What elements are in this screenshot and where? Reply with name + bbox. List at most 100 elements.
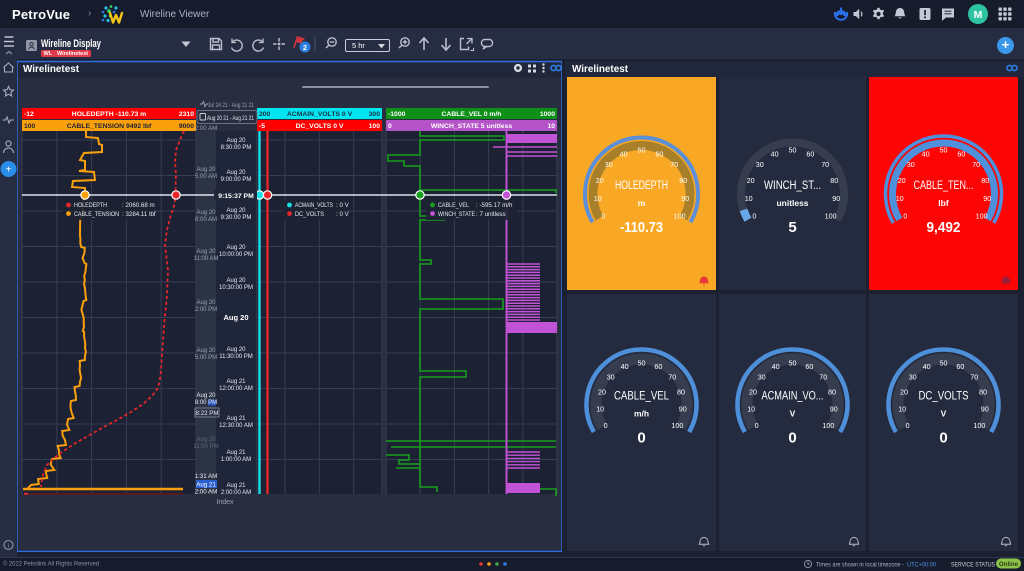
svg-text:: 7 unitless: : 7 unitless (476, 211, 506, 218)
svg-text:Index: Index (216, 499, 234, 506)
svg-text:40: 40 (772, 362, 780, 371)
svg-text:8:30:00 PM: 8:30:00 PM (221, 145, 252, 151)
svg-text:20: 20 (596, 176, 604, 185)
svg-text:WINCH_ST...: WINCH_ST... (764, 180, 821, 192)
svg-text:70: 70 (819, 372, 827, 381)
svg-text:100: 100 (24, 123, 36, 130)
svg-text:unitless: unitless (777, 198, 809, 208)
svg-text:HOLEDEPTH: HOLEDEPTH (74, 202, 107, 209)
svg-text:Aug 20: Aug 20 (226, 245, 246, 251)
svg-text:0: 0 (903, 212, 907, 221)
svg-text:Wirelinetest: Wirelinetest (572, 64, 629, 75)
svg-text:30: 30 (907, 160, 915, 169)
svg-text:Aug 20: Aug 20 (226, 347, 246, 353)
svg-text:9:30:00 PM: 9:30:00 PM (221, 215, 252, 221)
svg-text:8:00 PM: 8:00 PM (195, 400, 217, 406)
svg-text:Wirelinetest: Wirelinetest (23, 64, 80, 75)
svg-text:11:30:00 PM: 11:30:00 PM (219, 354, 253, 360)
svg-text:Aug 21: Aug 21 (196, 482, 216, 489)
svg-text:UTC+00:00: UTC+00:00 (907, 562, 936, 569)
svg-text:100: 100 (369, 123, 381, 130)
svg-text:: -595.17 m/h: : -595.17 m/h (476, 202, 513, 209)
svg-text:70: 70 (970, 372, 978, 381)
svg-text:0: 0 (637, 430, 645, 447)
svg-text:HOLEDEPTH: HOLEDEPTH (615, 180, 668, 192)
svg-text:M: M (974, 9, 983, 21)
svg-text:90: 90 (981, 404, 989, 413)
svg-text:80: 80 (981, 176, 989, 185)
svg-text:40: 40 (771, 149, 779, 158)
svg-text:-12: -12 (24, 111, 34, 118)
svg-text:2: 2 (303, 43, 307, 52)
svg-text:10: 10 (547, 123, 555, 130)
svg-text:Aug 21: Aug 21 (226, 379, 246, 385)
svg-text:9000: 9000 (179, 123, 194, 130)
svg-text:10:00:00 PM: 10:00:00 PM (219, 252, 253, 258)
svg-text:5:00 PM: 5:00 PM (195, 355, 217, 361)
svg-text:Aug 20: Aug 20 (196, 437, 216, 443)
svg-text:1:00:00 AM: 1:00:00 AM (221, 457, 251, 463)
svg-text:ACMAIN_VO...: ACMAIN_VO... (762, 391, 824, 403)
svg-text:60: 60 (805, 362, 813, 371)
svg-text:30: 30 (605, 160, 613, 169)
svg-text:100: 100 (976, 212, 988, 221)
svg-text:90: 90 (983, 194, 991, 203)
svg-text:90: 90 (681, 194, 689, 203)
svg-text:1000: 1000 (540, 111, 555, 118)
svg-text:50: 50 (940, 359, 948, 368)
svg-text:DC_VOLTS: DC_VOLTS (295, 211, 324, 218)
svg-text:10: 10 (745, 194, 753, 203)
svg-text:200: 200 (259, 111, 271, 118)
svg-text:10: 10 (896, 194, 904, 203)
svg-text:m/h: m/h (634, 409, 649, 419)
svg-text:WINCH_STATE 5 unitless: WINCH_STATE 5 unitless (431, 123, 513, 130)
svg-text:Aug 21: Aug 21 (226, 450, 246, 456)
svg-text:CABLE_VEL: CABLE_VEL (438, 202, 469, 209)
svg-text:50: 50 (940, 146, 948, 155)
svg-text:8:22 PM: 8:22 PM (195, 410, 218, 417)
svg-text:lbf: lbf (938, 198, 949, 208)
svg-text:5: 5 (788, 219, 796, 236)
svg-text:10: 10 (898, 404, 906, 413)
svg-text:20: 20 (749, 387, 757, 396)
svg-text:V: V (941, 409, 947, 419)
svg-text:0: 0 (939, 430, 947, 447)
svg-text:2:00 AM: 2:00 AM (195, 489, 218, 496)
svg-text:100: 100 (671, 421, 683, 430)
svg-text:CABLE_TENSION 9492 lbf: CABLE_TENSION 9492 lbf (67, 123, 152, 130)
svg-text:10: 10 (594, 194, 602, 203)
svg-text:Aug 20: Aug 20 (226, 138, 246, 144)
svg-text:80: 80 (828, 387, 836, 396)
svg-text:60: 60 (654, 362, 662, 371)
svg-text:90: 90 (679, 404, 687, 413)
svg-text:0: 0 (604, 421, 608, 430)
svg-text:50: 50 (638, 146, 646, 155)
svg-text:Online: Online (999, 561, 1018, 568)
svg-text:ACMAIN_VOLTS: ACMAIN_VOLTS (295, 202, 333, 209)
svg-text:Aug 20: Aug 20 (226, 278, 246, 284)
svg-text:30: 30 (909, 372, 917, 381)
svg-text:CABLE_VEL 0 m/h: CABLE_VEL 0 m/h (442, 111, 502, 118)
svg-text:20: 20 (900, 387, 908, 396)
svg-text:0: 0 (755, 421, 759, 430)
svg-text:70: 70 (668, 372, 676, 381)
svg-text:SERVICE STATUS: SERVICE STATUS (951, 562, 995, 569)
svg-text:0: 0 (601, 212, 605, 221)
svg-text:60: 60 (806, 149, 814, 158)
svg-text:8:00 AM: 8:00 AM (195, 217, 217, 223)
svg-text:2:00 AM: 2:00 AM (195, 125, 218, 132)
svg-text:300: 300 (369, 111, 381, 118)
svg-text:0: 0 (788, 430, 796, 447)
svg-text:70: 70 (821, 160, 829, 169)
svg-text:20: 20 (898, 176, 906, 185)
svg-text:Aug 20: Aug 20 (226, 170, 246, 176)
svg-text:: 3284.11 lbf: : 3284.11 lbf (122, 211, 156, 218)
svg-text:Aug 20: Aug 20 (196, 167, 216, 173)
svg-text:CABLE_VEL: CABLE_VEL (614, 391, 669, 403)
svg-text:Aug 20: Aug 20 (196, 249, 216, 255)
svg-text:© 2022 Petrolink All Rights Re: © 2022 Petrolink All Rights Reserved (3, 560, 99, 568)
svg-text:80: 80 (979, 387, 987, 396)
svg-text:-1000: -1000 (388, 111, 406, 118)
svg-text:60: 60 (956, 362, 964, 371)
svg-text:Aug 20: Aug 20 (223, 313, 248, 322)
